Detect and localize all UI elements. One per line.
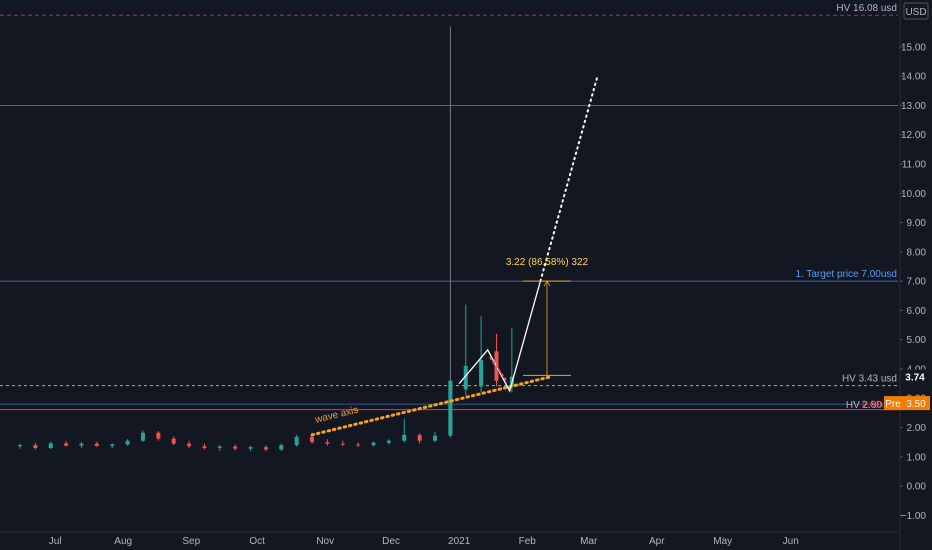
y-tick-label: −1.00 [901,511,927,522]
candle-body [110,444,115,446]
last-price-tag [901,369,932,384]
candle-body [294,436,299,446]
candle-body [18,445,22,447]
horizontal-levels [0,14,898,411]
wave-axis-line [310,375,553,437]
pre-price-badge [902,396,930,411]
pre-price-label: 3.50 [906,399,926,410]
y-tick-label: 13.00 [901,101,926,112]
x-tick-label: May [713,536,732,547]
price-axis: 15.00 14.00 13.00 12.00 11.00 10.00 9.00 8.00 7.… [899,0,929,550]
hv-top-label: HV 16.08 usd [836,3,897,14]
x-tick-label: Mar [580,536,598,547]
y-tick-label: 11.00 [902,159,927,170]
candle-body [187,443,192,447]
candle-body [279,445,284,450]
x-tick-label: Jul [49,536,62,547]
candle-body [479,360,484,387]
x-tick-label: Apr [649,536,665,547]
measure-label: 3.22 (86.58%) 322 [506,257,589,268]
wave-axis-label: wave axis [313,405,359,426]
y-tick-label: 9.00 [907,218,927,229]
candle-body [33,445,38,449]
hv-mid-label: HV 3.43 usd [842,374,897,385]
candle-body [202,446,207,449]
red-dash-segment [489,356,509,383]
pre-badge [884,396,902,411]
candle-body [310,436,315,443]
currency-button[interactable] [903,2,929,20]
candle-body [171,438,176,444]
x-tick-label: Dec [382,536,400,547]
candle-body [433,435,437,441]
candle-body [325,442,330,444]
candle-body [156,432,161,439]
candle-body [125,440,130,445]
x-tick-label: 2021 [448,536,471,547]
y-tick-label: 14.00 [901,72,926,83]
wave-path-solid [458,280,542,393]
candle-body [386,440,391,443]
measure-arrow-icon [543,280,551,287]
candle-body [340,443,345,445]
last-price-label: 3.74 [905,373,925,384]
candle-body [94,443,99,446]
y-tick-label: 7.00 [907,277,927,288]
candle-body [417,434,422,441]
y-tick-label: 5.00 [907,335,927,346]
candle-body [371,442,376,446]
x-tick-label: Nov [316,536,334,547]
annotation-labels: HV 16.08 usd 1. Target price 7.00usd HV 3.… [313,3,932,426]
x-tick-label: Aug [114,536,132,547]
candle-body [356,444,361,446]
candle-body [217,446,222,449]
candle-body [248,447,253,449]
red-level-label: 2.61usd [861,400,897,411]
candle-body [402,434,407,441]
target-price-label: 1. Target price 7.00usd [795,269,897,280]
candle-body [64,443,69,446]
wave-path-dotted [539,75,599,283]
y-tick-label: 10.00 [901,189,926,200]
candle-body [448,380,453,436]
y-tick-label: 8.00 [907,247,927,258]
x-tick-label: Feb [519,536,537,547]
y-tick-label: 12.00 [901,130,926,141]
y-tick-label: 6.00 [907,306,927,317]
currency-label: USD [905,7,926,18]
drawings [310,75,599,437]
candle-body [233,446,238,449]
candle-body [140,432,145,441]
pre-badge-label: Pre [885,399,901,410]
hv-low-label: HV 2.80 [846,400,883,411]
y-tick-label: 0.00 [907,482,927,493]
y-tick-label: 15.00 [901,42,926,53]
y-tick-label: 1.00 [907,452,927,463]
y-tick-label: 2.00 [907,423,927,434]
candle-body [79,443,84,446]
candle-body [463,366,468,390]
time-axis: Jul Aug Sep Oct Nov Dec 2021 Feb Mar Apr May Jun [0,531,898,547]
candles [18,26,514,452]
x-tick-label: Oct [249,536,265,547]
candle-body [263,447,268,450]
x-tick-label: Sep [182,536,200,547]
x-tick-label: Jun [783,536,799,547]
candle-body [48,443,53,449]
